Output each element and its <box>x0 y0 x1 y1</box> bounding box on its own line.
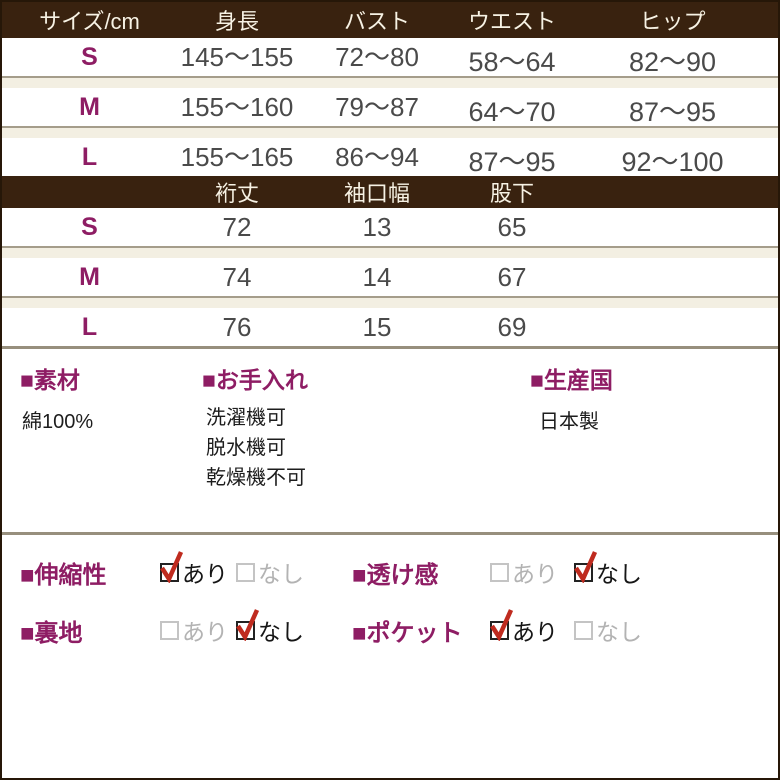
checkbox-icon <box>574 620 593 640</box>
height-value: 145〜155 <box>180 42 294 72</box>
column-header-hip: ヒップ <box>639 9 706 34</box>
attribute-pocket-label: ■ポケット <box>352 619 463 647</box>
row-separator <box>2 76 778 88</box>
column-header-size: サイズ/cm <box>39 9 140 34</box>
attribute-lining-label: ■裏地 <box>20 619 83 647</box>
sleeve-length-value: 74 <box>222 262 252 292</box>
waist-value: 87〜95 <box>468 147 556 177</box>
option-label: なし <box>596 561 642 587</box>
option-label: あり <box>512 619 558 645</box>
row-separator <box>2 246 778 258</box>
size-label: S <box>81 213 98 241</box>
attribute-stretch-label: ■伸縮性 <box>20 561 107 589</box>
material-heading: ■素材 <box>20 367 80 393</box>
row-separator <box>2 296 778 308</box>
waist-value: 64〜70 <box>468 97 556 127</box>
sleeve-length-value: 72 <box>222 212 252 242</box>
cuff-width-value: 13 <box>362 212 392 242</box>
care-line: 洗濯機可 <box>206 407 286 429</box>
option-label: なし <box>596 619 642 645</box>
row-separator <box>2 126 778 138</box>
pocket-option-nashi[interactable]: なし <box>574 607 778 653</box>
column-header-sleeve-length: 裄丈 <box>214 181 259 206</box>
checkbox-icon <box>574 550 598 583</box>
size-table-upper-header: サイズ/cm 身長 バスト ウエスト ヒップ <box>2 2 778 38</box>
column-header-cuff-width: 袖口幅 <box>343 181 410 206</box>
inseam-value: 67 <box>497 262 527 292</box>
size-label: S <box>81 43 98 71</box>
lining-option-ari[interactable]: あり <box>160 607 236 653</box>
column-header-height: 身長 <box>214 9 259 34</box>
red-checkmark-icon <box>490 608 514 641</box>
waist-value: 58〜64 <box>468 47 556 77</box>
size-label: L <box>81 313 98 341</box>
section-divider <box>2 346 778 349</box>
details-section: ■素材 綿100% ■お手入れ 洗濯機可 脱水機可 乾燥機不可 ■生産国 日本製 <box>2 349 778 532</box>
size-table-lower: 裄丈 袖口幅 股下 S 72 13 65 M 74 14 67 L 76 15 … <box>2 176 778 346</box>
bust-value: 79〜87 <box>335 92 419 122</box>
sheerness-option-ari[interactable]: あり <box>490 549 574 595</box>
bust-value: 86〜94 <box>335 142 419 172</box>
sleeve-length-value: 76 <box>222 312 252 342</box>
hip-value: 87〜95 <box>628 97 717 127</box>
red-checkmark-icon <box>160 550 184 583</box>
bust-value: 72〜80 <box>335 42 419 72</box>
care-line: 乾燥機不可 <box>206 467 306 489</box>
checkbox-icon <box>490 608 514 641</box>
inseam-value: 69 <box>497 312 527 342</box>
care-line: 脱水機可 <box>206 437 286 459</box>
option-label: なし <box>258 619 304 645</box>
checkbox-icon <box>236 562 255 582</box>
care-instructions: 洗濯機可 脱水機可 乾燥機不可 <box>206 403 306 493</box>
care-heading: ■お手入れ <box>202 367 308 393</box>
size-label: L <box>81 143 98 171</box>
section-divider <box>2 532 778 535</box>
option-label: あり <box>512 561 558 587</box>
origin-heading: ■生産国 <box>530 367 613 393</box>
height-value: 155〜160 <box>180 92 294 122</box>
red-checkmark-icon <box>236 608 260 641</box>
table-row: L 76 15 69 <box>2 308 778 346</box>
option-label: なし <box>258 561 304 587</box>
cuff-width-value: 14 <box>362 262 392 292</box>
pocket-option-ari[interactable]: あり <box>490 607 574 653</box>
table-row: M 155〜160 79〜87 64〜70 87〜95 <box>2 88 778 127</box>
lining-option-nashi[interactable]: なし <box>236 607 352 653</box>
checkbox-icon <box>236 608 260 641</box>
size-table-upper: サイズ/cm 身長 バスト ウエスト ヒップ S 145〜155 72〜80 5… <box>2 2 778 177</box>
attribute-sheerness-label: ■透け感 <box>352 561 439 589</box>
material-value: 綿100% <box>22 411 94 433</box>
height-value: 155〜165 <box>180 142 294 172</box>
inseam-value: 65 <box>497 212 527 242</box>
checkbox-icon <box>160 550 184 583</box>
cuff-width-value: 15 <box>362 312 392 342</box>
column-header-inseam: 股下 <box>489 181 534 206</box>
size-table-lower-header: 裄丈 袖口幅 股下 <box>2 176 778 208</box>
table-row: M 74 14 67 <box>2 258 778 296</box>
hip-value: 82〜90 <box>628 47 717 77</box>
option-label: あり <box>182 619 228 645</box>
checkbox-icon <box>490 562 509 582</box>
option-label: あり <box>182 561 228 587</box>
red-checkmark-icon <box>574 550 598 583</box>
column-header-bust: バスト <box>343 9 410 34</box>
attributes-section: ■伸縮性 あり なし ■透け感 あり なし ■裏地 あり なし ■ポケット <box>2 535 778 653</box>
stretch-option-nashi[interactable]: なし <box>236 549 352 595</box>
size-label: M <box>79 93 100 121</box>
table-row: S 145〜155 72〜80 58〜64 82〜90 <box>2 38 778 77</box>
checkbox-icon <box>160 620 179 640</box>
table-row: L 155〜165 86〜94 87〜95 92〜100 <box>2 138 778 177</box>
column-header-waist: ウエスト <box>467 9 556 34</box>
table-row: S 72 13 65 <box>2 208 778 246</box>
sheerness-option-nashi[interactable]: なし <box>574 549 778 595</box>
size-label: M <box>79 263 100 291</box>
origin-value: 日本製 <box>539 411 599 433</box>
hip-value: 92〜100 <box>621 147 724 177</box>
stretch-option-ari[interactable]: あり <box>160 549 236 595</box>
